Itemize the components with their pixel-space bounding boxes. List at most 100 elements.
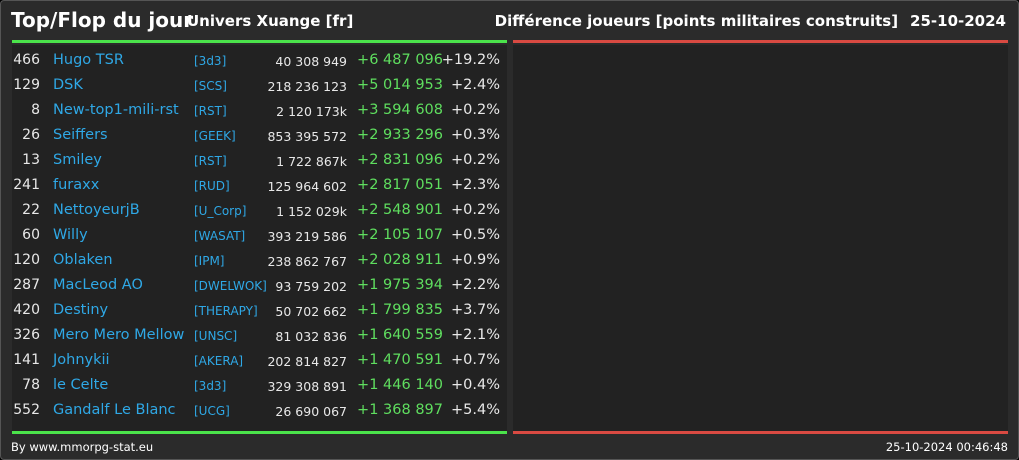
alliance-tag-link[interactable]: [RUD] [194,179,230,193]
player-row: 552 Gandalf Le Blanc [UCG] 26 690 067 +1 368… [12,398,507,423]
percent-change: +0.2% [451,102,500,118]
percent-change: +0.2% [451,202,500,218]
alliance-tag-link[interactable]: [GEEK] [194,129,236,143]
player-row: 8 New-top1-mili-rst [RST] 2 120 173k +3 594 … [12,98,507,123]
player-name-link[interactable]: New-top1-mili-rst [53,102,179,118]
points-difference: +2 028 911 [357,252,443,268]
alliance-tag-link[interactable]: [3d3] [194,54,227,68]
points-difference: +1 470 591 [357,352,443,368]
player-name-link[interactable]: Seiffers [53,127,108,143]
player-rank: 60 [22,227,40,243]
flop-header-bar [513,40,1008,43]
player-points: 26 690 067 [275,404,347,419]
universe-label: Univers Xuange [fr] [187,12,354,30]
stat-type-label: Différence joueurs [points militaires co… [494,12,899,30]
player-rank: 287 [13,277,40,293]
player-name-link[interactable]: MacLeod AO [53,277,143,293]
points-difference: +2 548 901 [357,202,443,218]
points-difference: +1 446 140 [357,377,443,393]
player-rank: 120 [13,252,40,268]
player-rank: 420 [13,302,40,318]
player-row: 120 Oblaken [IPM] 238 862 767 +2 028 911 +0.9… [12,248,507,273]
alliance-tag-link[interactable]: [RST] [194,154,227,168]
player-points: 40 308 949 [275,54,347,69]
percent-change: +2.2% [451,277,500,293]
player-rank: 26 [22,127,40,143]
alliance-tag-link[interactable]: [U_Corp] [194,204,247,218]
percent-change: +2.4% [451,77,500,93]
percent-change: +2.3% [451,177,500,193]
player-name-link[interactable]: Destiny [53,302,109,318]
player-points: 50 702 662 [275,304,347,319]
flop-players-panel [513,45,1008,431]
player-points: 853 395 572 [267,129,347,144]
player-points: 238 862 767 [267,254,347,269]
player-points: 202 814 827 [267,354,347,369]
top-footer-bar [12,431,507,434]
percent-change: +5.4% [451,402,500,418]
player-name-link[interactable]: Johnykii [53,352,110,368]
site-credit: By www.mmorpg-stat.eu [11,440,154,454]
player-row: 241 furaxx [RUD] 125 964 602 +2 817 051 +2.3% [12,173,507,198]
player-row: 420 Destiny [THERAPY] 50 702 662 +1 799 835 +… [12,298,507,323]
alliance-tag-link[interactable]: [AKERA] [194,354,244,368]
alliance-tag-link[interactable]: [SCS] [194,79,227,93]
player-row: 287 MacLeod AO [DWELWOK] 93 759 202 +1 975 3… [12,273,507,298]
alliance-tag-link[interactable]: [IPM] [194,254,225,268]
player-row: 26 Seiffers [GEEK] 853 395 572 +2 933 296 +0.… [12,123,507,148]
points-difference: +6 487 096 [357,52,443,68]
alliance-tag-link[interactable]: [3d3] [194,379,227,393]
percent-change: +0.7% [451,352,500,368]
player-row: 78 le Celte [3d3] 329 308 891 +1 446 140 +0.4… [12,373,507,398]
percent-change: +3.7% [451,302,500,318]
player-row: 326 Mero Mero Mellow [UNSC] 81 032 836 +1 64… [12,323,507,348]
player-name-link[interactable]: le Celte [53,377,109,393]
player-rank: 78 [22,377,40,393]
alliance-tag-link[interactable]: [THERAPY] [194,304,258,318]
percent-change: +0.4% [451,377,500,393]
player-name-link[interactable]: furaxx [53,177,100,193]
player-rank: 466 [13,52,40,68]
points-difference: +2 105 107 [357,227,443,243]
header-subtitle: Différence joueurs [points militaires co… [495,12,1006,30]
alliance-tag-link[interactable]: [WASAT] [194,229,246,243]
points-difference: +3 594 608 [357,102,443,118]
player-points: 125 964 602 [267,179,347,194]
points-difference: +2 933 296 [357,127,443,143]
player-name-link[interactable]: Hugo TSR [53,52,124,68]
player-row: 22 NettoyeurjB [U_Corp] 1 152 029k +2 548 90… [12,198,507,223]
alliance-tag-link[interactable]: [UCG] [194,404,230,418]
player-row: 129 DSK [SCS] 218 236 123 +5 014 953 +2.4% [12,73,507,98]
player-points: 81 032 836 [275,329,347,344]
player-points: 1 152 029k [276,204,347,219]
flop-footer-bar [513,431,1008,434]
player-name-link[interactable]: Mero Mero Mellow [53,327,185,343]
player-rank: 241 [13,177,40,193]
percent-change: +0.2% [451,152,500,168]
points-difference: +1 368 897 [357,402,443,418]
points-difference: +2 831 096 [357,152,443,168]
points-difference: +1 799 835 [357,302,443,318]
alliance-tag-link[interactable]: [UNSC] [194,329,238,343]
player-name-link[interactable]: Smiley [53,152,102,168]
player-points: 1 722 867k [276,154,347,169]
player-name-link[interactable]: Gandalf Le Blanc [53,402,176,418]
header-date: 25-10-2024 [910,12,1006,30]
player-row: 60 Willy [WASAT] 393 219 586 +2 105 107 +0.5% [12,223,507,248]
alliance-tag-link[interactable]: [RST] [194,104,227,118]
percent-change: +2.1% [451,327,500,343]
player-name-link[interactable]: Oblaken [53,252,113,268]
alliance-tag-link[interactable]: [DWELWOK] [194,279,267,293]
player-points: 329 308 891 [267,379,347,394]
player-points: 2 120 173k [276,104,347,119]
top-header-bar [12,40,507,43]
player-rank: 141 [13,352,40,368]
points-difference: +5 014 953 [357,77,443,93]
player-name-link[interactable]: DSK [53,77,83,93]
player-rank: 552 [13,402,40,418]
percent-change: +0.5% [451,227,500,243]
top-players-panel: 466 Hugo TSR [3d3] 40 308 949 +6 487 096 +19.… [12,45,507,431]
player-name-link[interactable]: NettoyeurjB [53,202,140,218]
player-name-link[interactable]: Willy [53,227,88,243]
